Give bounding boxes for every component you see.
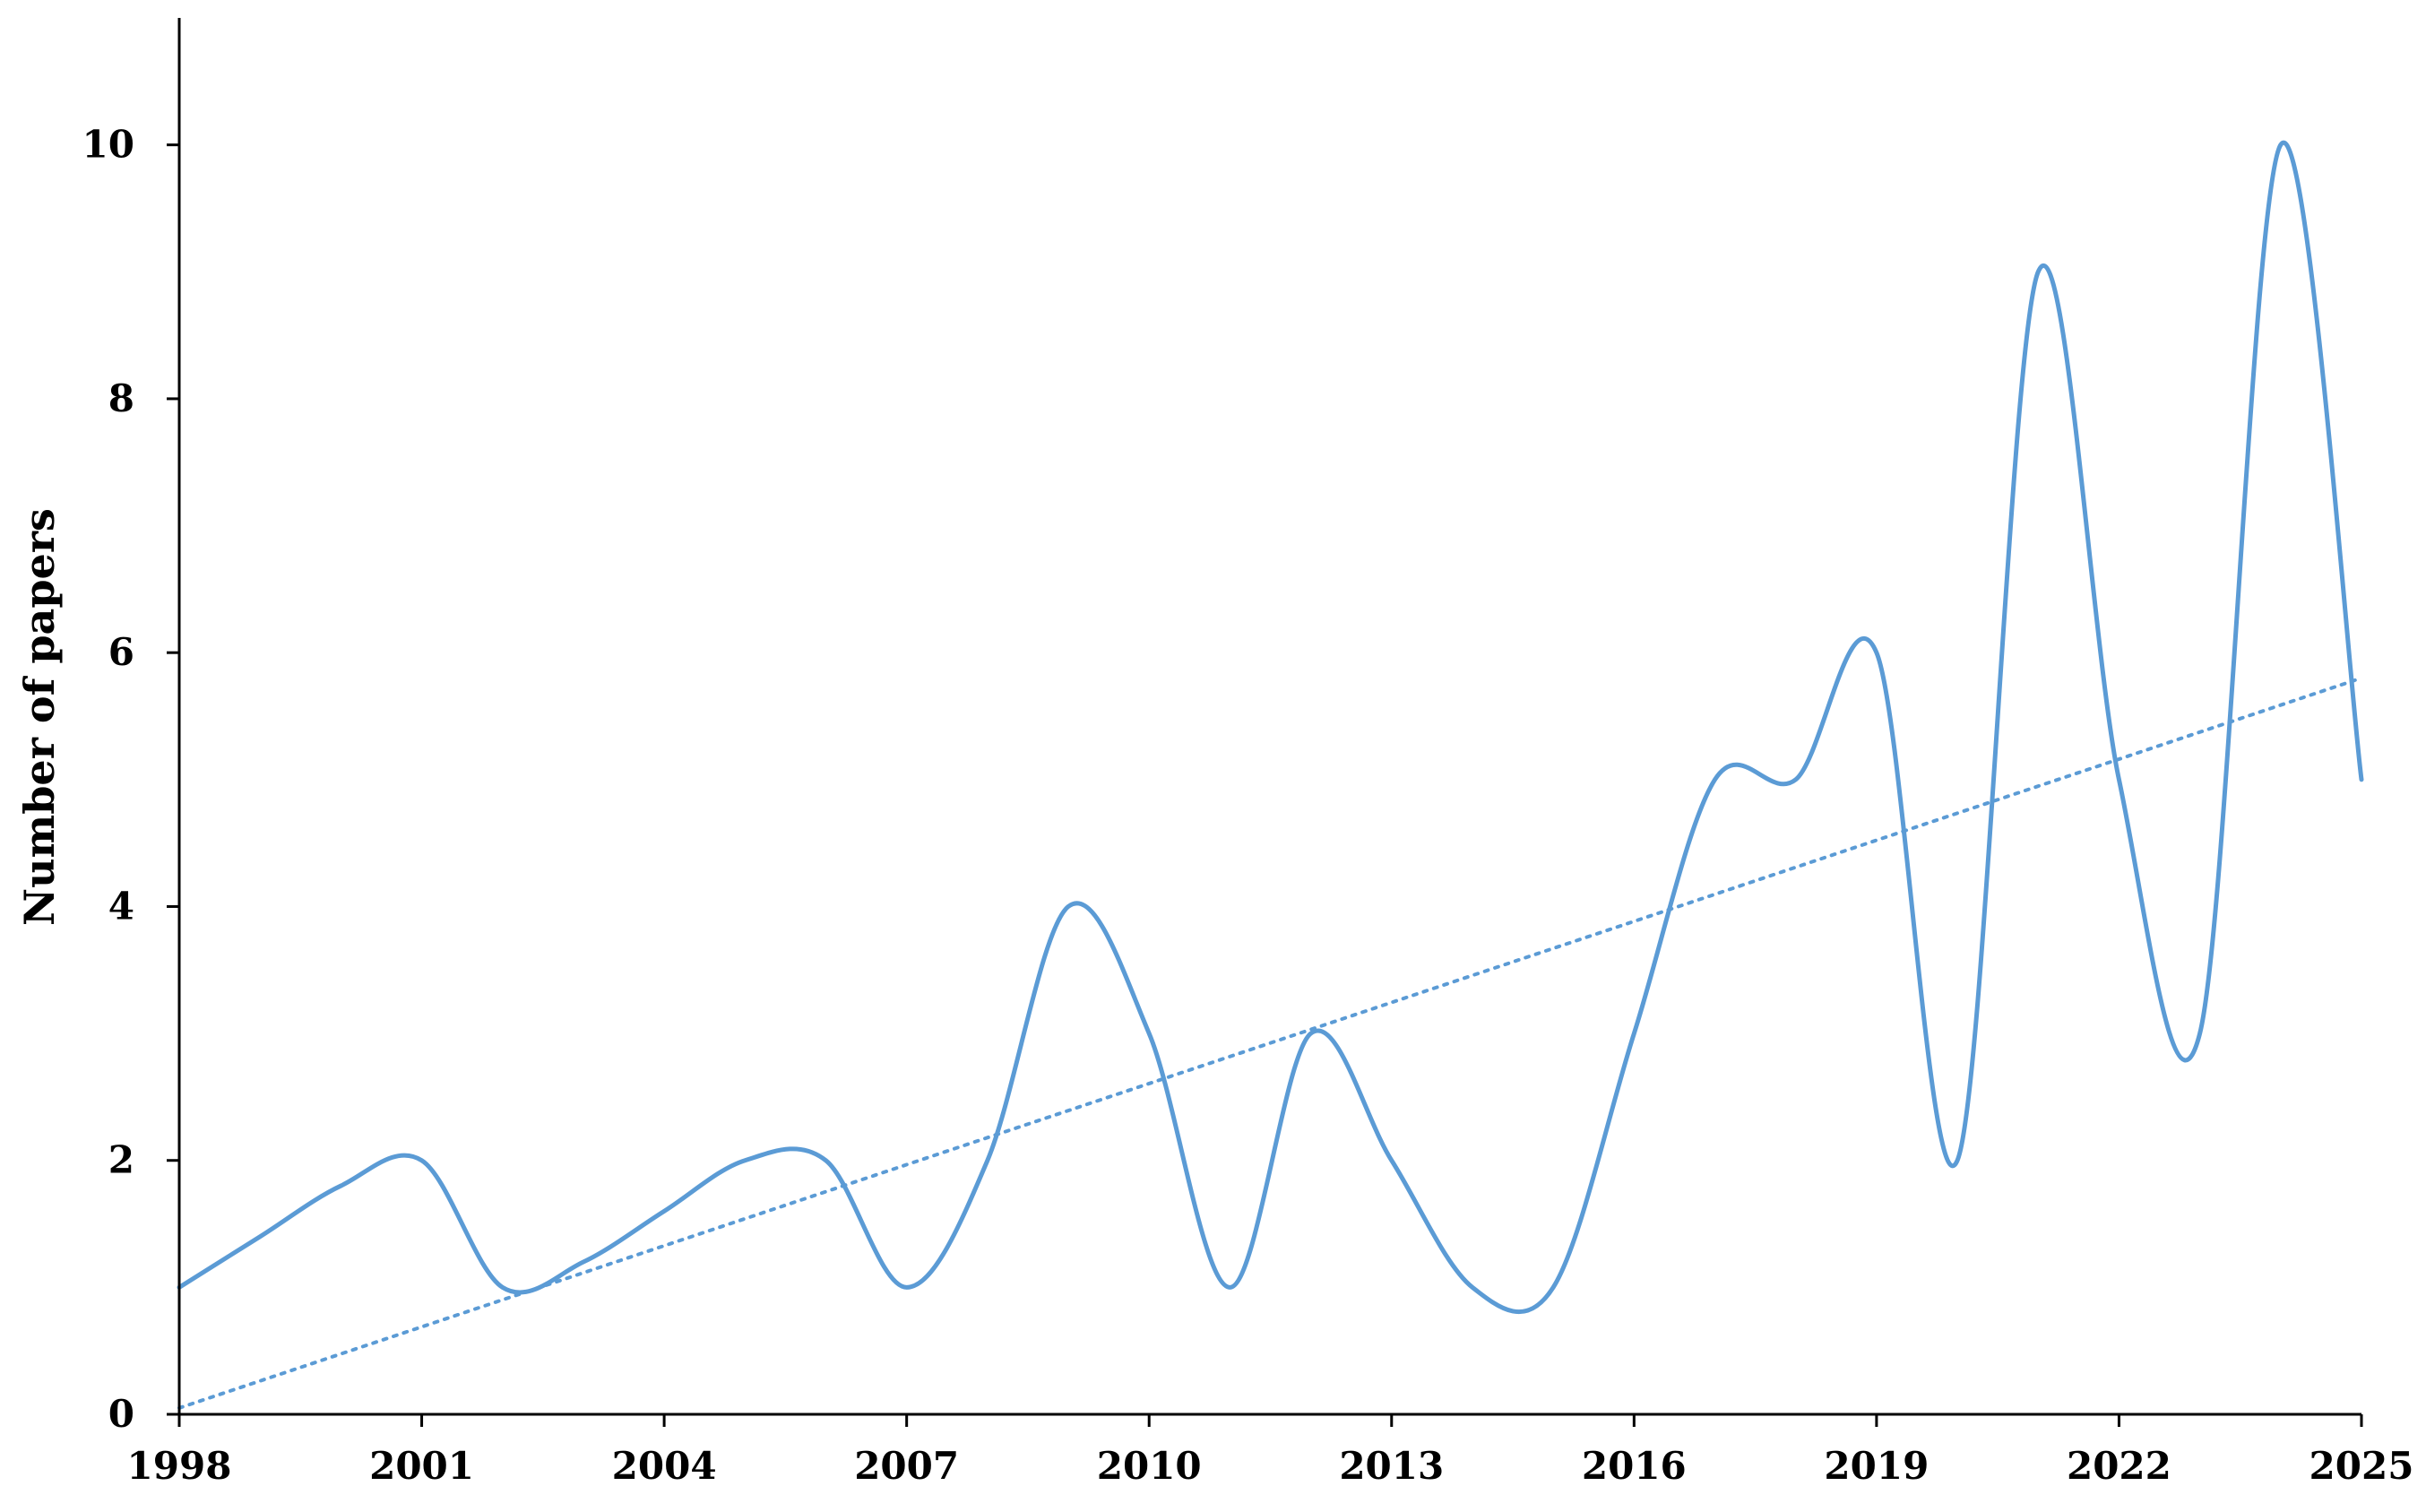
- x-tick-label: 2013: [1339, 1444, 1444, 1488]
- x-ticks: 1998 2001 2004 2007 2010 2013 2016 2019 2022 2025: [127, 1414, 2414, 1488]
- x-tick-label: 2004: [612, 1444, 717, 1488]
- x-tick-label: 2010: [1097, 1444, 1202, 1488]
- x-tick-label: 2007: [854, 1444, 959, 1488]
- series-layer: [177, 140, 2364, 1315]
- x-tick-label: 2019: [1824, 1444, 1929, 1488]
- y-tick-label: 2: [108, 1138, 134, 1182]
- x-tick-label: 2001: [369, 1444, 474, 1488]
- y-ticks: 0 2 4 6 8 10: [82, 123, 179, 1436]
- y-tick-label: 4: [108, 884, 134, 928]
- y-axis-title: Number of papers: [15, 508, 64, 926]
- x-tick-label: 2022: [2067, 1444, 2171, 1488]
- x-tick-label: 1998: [127, 1444, 232, 1488]
- trendline-layer: [177, 676, 2363, 1410]
- x-tick-label: 2025: [2309, 1444, 2414, 1488]
- trendline: [177, 676, 2363, 1410]
- axes: [177, 18, 2361, 1416]
- y-tick-label: 6: [108, 630, 134, 674]
- y-tick-label: 8: [108, 376, 134, 420]
- series-line: [177, 140, 2364, 1315]
- y-tick-label: 10: [82, 123, 134, 167]
- y-tick-label: 0: [108, 1392, 134, 1436]
- x-tick-label: 2016: [1582, 1444, 1687, 1488]
